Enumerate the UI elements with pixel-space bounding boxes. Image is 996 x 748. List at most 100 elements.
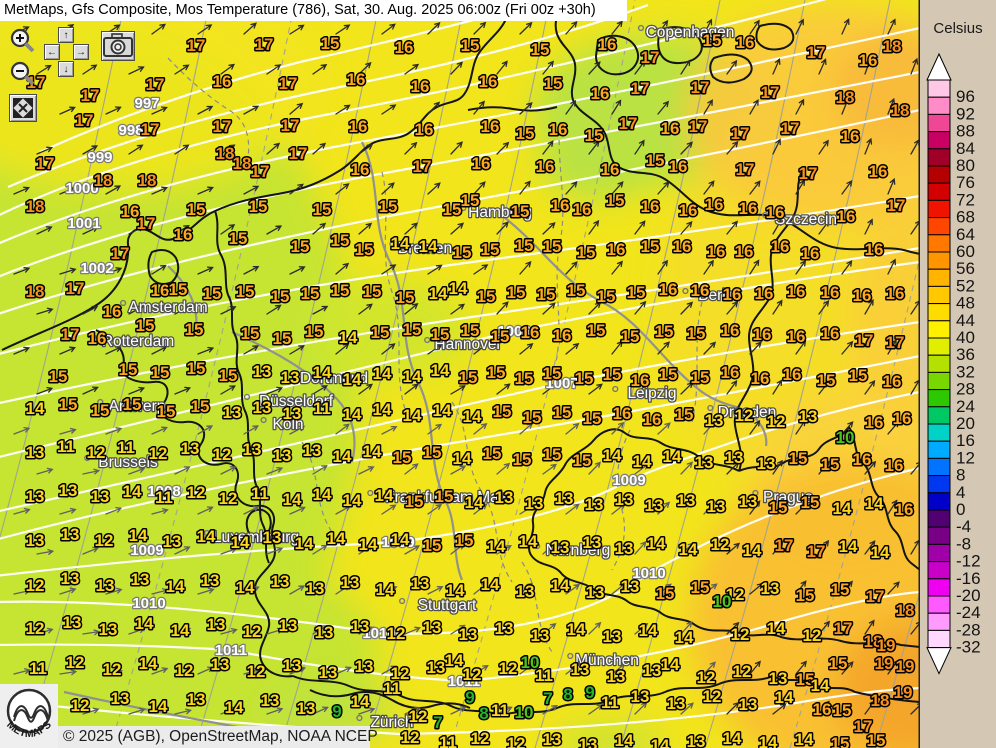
metmaps-logo[interactable]: METMAPS <box>0 684 58 748</box>
wind-arrow <box>542 623 557 635</box>
temp-value: 18 <box>138 171 157 190</box>
temp-value: 13 <box>516 582 535 601</box>
city-label: Copenhagen <box>646 24 735 41</box>
wind-arrow <box>243 22 257 35</box>
pan-down-button[interactable]: ↓ <box>58 61 74 77</box>
color-scale-panel: Celsius 96 92 88 84 80 76 72 68 64 60 56 52 48 44 40 36… <box>920 0 996 748</box>
wind-arrow <box>266 707 284 715</box>
wind-arrow <box>588 301 602 315</box>
temp-value: 13 <box>283 404 302 423</box>
wind-arrow <box>818 300 830 315</box>
wind-arrow <box>82 707 100 715</box>
temp-value: 16 <box>536 157 555 176</box>
scale-box <box>927 320 951 339</box>
logo-text: METMAPS <box>4 719 54 740</box>
wind-arrow <box>657 501 671 515</box>
wind-arrow <box>634 463 649 475</box>
temp-value: 16 <box>787 327 806 346</box>
wind-arrow <box>59 346 76 355</box>
wind-arrow <box>335 183 350 195</box>
temp-value: 12 <box>733 662 752 681</box>
wind-arrow <box>128 305 145 315</box>
temp-value: 12 <box>401 728 420 747</box>
wind-arrow <box>174 627 192 635</box>
wind-arrow <box>82 64 98 75</box>
temp-value: 17 <box>834 619 853 638</box>
scale-tick-label: 16 <box>956 431 975 450</box>
wind-arrow <box>795 580 807 595</box>
wind-arrow <box>243 586 260 595</box>
temp-value: 11 <box>383 679 401 698</box>
wind-arrow <box>358 466 375 475</box>
scale-box <box>927 131 951 150</box>
temp-value: 14 <box>419 237 438 256</box>
pan-left-button[interactable]: ← <box>44 44 60 60</box>
wind-arrow <box>749 99 759 115</box>
temp-value: 16 <box>783 365 802 384</box>
wind-arrow <box>588 542 602 555</box>
scale-box <box>927 113 951 133</box>
temp-value: 12 <box>803 626 822 645</box>
wind-arrow <box>220 385 236 395</box>
temp-value: 13 <box>495 619 514 638</box>
wind-arrow <box>82 386 99 395</box>
fullscreen-button[interactable] <box>9 94 37 122</box>
wind-arrow <box>772 138 781 155</box>
scale-box <box>927 406 951 425</box>
city-label: Berlin <box>698 287 738 304</box>
pan-right-button[interactable]: → <box>73 44 89 60</box>
zoom-in-button[interactable] <box>9 27 36 54</box>
temp-value: 14 <box>197 527 216 546</box>
temp-value: 14 <box>333 447 352 466</box>
wind-arrow <box>772 379 783 395</box>
wind-arrow <box>772 540 784 555</box>
temp-value: 16 <box>859 51 878 70</box>
wind-arrow <box>151 588 169 595</box>
temp-value: 13 <box>61 525 80 544</box>
weather-map[interactable]: 997 998 999 1000 1001 1002 1006 1007 1008 1009 100… <box>0 0 920 748</box>
wind-arrow <box>289 506 306 515</box>
temp-value: 13 <box>621 577 640 596</box>
temp-value: 16 <box>88 329 107 348</box>
temp-value: 14 <box>446 581 465 600</box>
wind-arrow <box>289 183 304 195</box>
temp-value: 16 <box>151 281 170 300</box>
pressure-label: 1010 <box>132 595 165 612</box>
zoom-out-button[interactable] <box>9 60 36 87</box>
scale-tick-label: 68 <box>956 208 975 227</box>
scale-box <box>927 492 951 511</box>
wind-arrow <box>36 226 53 235</box>
wind-arrow <box>588 383 603 395</box>
temp-value: 15 <box>403 320 422 339</box>
temp-value: 19 <box>896 657 915 676</box>
temp-value: 13 <box>725 448 744 467</box>
temp-value: 11 <box>29 659 47 678</box>
temp-value: 13 <box>769 669 788 688</box>
temp-value: 15 <box>627 283 646 302</box>
temp-value: 13 <box>583 533 602 552</box>
scale-tick-label: 48 <box>956 294 975 313</box>
wind-arrow <box>289 102 304 115</box>
wind-arrow <box>611 583 626 595</box>
temp-value: 15 <box>537 285 556 304</box>
wind-arrow <box>358 303 373 315</box>
pressure-label: 1009 <box>381 534 414 551</box>
temp-value: 13 <box>551 538 570 557</box>
city-label: Köln <box>272 416 303 433</box>
temp-value: 16 <box>837 207 856 226</box>
wind-arrow <box>749 419 761 435</box>
wind-arrow <box>427 344 443 355</box>
magnifier-plus-icon <box>10 28 35 53</box>
temp-value: 7 <box>543 689 552 708</box>
pan-up-button[interactable]: ↑ <box>58 27 74 43</box>
arrow-left-icon: ← <box>47 46 57 58</box>
temp-value: 15 <box>481 240 500 259</box>
wind-arrow <box>151 264 167 275</box>
temp-value: 16 <box>659 280 678 299</box>
temp-value: 15 <box>691 578 710 597</box>
temp-value: 17 <box>413 157 432 176</box>
wind-arrow <box>404 706 422 715</box>
snapshot-button[interactable] <box>101 31 135 61</box>
temp-value: 13 <box>695 453 714 472</box>
